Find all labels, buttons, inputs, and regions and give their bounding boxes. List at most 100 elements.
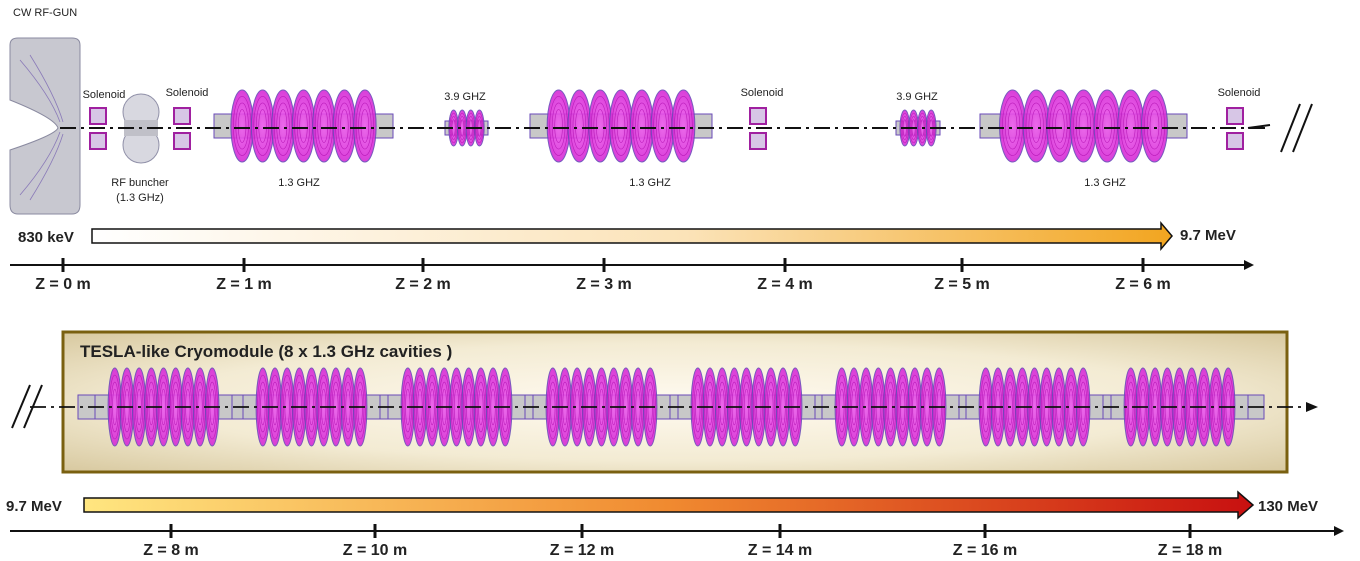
cavity-label-1: 1.3 GHZ xyxy=(278,177,320,189)
solenoid-1 xyxy=(89,107,107,150)
cav-top-1-cell xyxy=(312,89,336,163)
z-tick-label: Z = 1 m xyxy=(216,276,272,293)
cav-top-2-cell xyxy=(588,89,613,163)
energy-top-end: 9.7 MeV xyxy=(1180,227,1236,244)
cav-top-1-cell-line xyxy=(276,102,290,150)
cav-top-2-cell-line xyxy=(658,109,667,143)
cavity-1.3ghz-1 xyxy=(213,89,394,163)
cav-top-2-cell-line xyxy=(676,102,691,150)
z-tick-label: Z = 8 m xyxy=(143,542,199,559)
cav-top-3-cell xyxy=(999,89,1027,163)
cavity-label-2: 1.3 GHZ xyxy=(629,177,671,189)
cav-top-1-cell xyxy=(230,89,254,163)
z-axis-bottom-arrowhead xyxy=(1334,526,1344,536)
cav-top-2-cell-line xyxy=(655,102,670,150)
break-mark-top-2 xyxy=(1292,103,1313,153)
cav-top-1-cell xyxy=(332,89,357,163)
solenoid-label-3: Solenoid xyxy=(741,87,784,99)
cav-top-3-cell-line xyxy=(1055,109,1065,143)
cav-top-1-cell-line xyxy=(238,109,247,143)
cryo-cavity-3-cell-line xyxy=(452,381,461,433)
cav-top-3-cell-line xyxy=(1146,102,1163,150)
z-tick-label: Z = 16 m xyxy=(953,542,1017,559)
cryo-cavity-8-cell-line xyxy=(1151,381,1160,433)
z-axis-top-arrowhead xyxy=(1244,260,1254,270)
cryo-cavity-6-cell-line xyxy=(862,381,871,433)
cav-top-2-cell xyxy=(567,89,592,163)
cav-top-1-cell-line xyxy=(337,102,352,150)
cav-top-1-cell-line xyxy=(319,109,329,143)
cav-top-2-cell-line xyxy=(679,109,688,143)
cavity39-label-2: 3.9 GHZ xyxy=(896,91,938,103)
solenoid-3 xyxy=(749,107,767,150)
cav-top-2-cell-line xyxy=(674,96,693,156)
energy-arrow-top xyxy=(91,220,1173,252)
break-mark-top-1 xyxy=(1280,103,1301,153)
z-tick-label: Z = 2 m xyxy=(395,276,451,293)
cav-top-2-cell-line xyxy=(575,109,584,143)
z-ticks-bottom: Z = 8 m Z = 10 m Z = 12 m Z = 14 m Z = 16 m Z… xyxy=(143,524,1222,559)
solenoid-label-1: Solenoid xyxy=(83,89,126,101)
z-tick-label: Z = 4 m xyxy=(757,276,813,293)
cav39-2-cell-line xyxy=(919,116,926,140)
z-tick-label: Z = 6 m xyxy=(1115,276,1171,293)
cav-top-2-cell-line xyxy=(596,109,605,143)
break-mark-bottom-2 xyxy=(23,384,43,429)
cav-top-3-cell xyxy=(1069,89,1098,163)
cavity39-label-1: 3.9 GHZ xyxy=(444,91,486,103)
cav-top-2-cell-line xyxy=(572,102,587,150)
z-tick-label: Z = 18 m xyxy=(1158,542,1222,559)
cav-top-1-cell xyxy=(291,89,316,163)
cav-top-2-cell xyxy=(671,89,696,163)
z-ticks-top: Z = 0 m Z = 1 m Z = 2 m Z = 3 m Z = 4 m Z = 5… xyxy=(35,258,1171,293)
cryo-cavity-8-cell-line xyxy=(1152,388,1158,426)
cryo-cavity-6-cell xyxy=(858,367,874,447)
cav-top-1-cell-line xyxy=(255,102,270,150)
cav-top-3-cell xyxy=(1117,89,1145,163)
cav-top-3-cell xyxy=(1093,89,1121,163)
solenoid-label-2: Solenoid xyxy=(166,87,209,99)
cav-top-1-cell xyxy=(271,89,295,163)
cav-top-3-cell xyxy=(1140,89,1168,163)
cavity-label-3: 1.3 GHZ xyxy=(1084,177,1126,189)
cav-top-2-cell xyxy=(650,89,675,163)
cav-top-2-cell-line xyxy=(635,102,649,150)
energy-top-start: 830 keV xyxy=(18,229,74,246)
cav-top-1-cell xyxy=(250,89,275,163)
z-tick-label: Z = 5 m xyxy=(934,276,990,293)
cav-top-3-cell-line xyxy=(1123,102,1139,150)
cav-top-2-cell-line xyxy=(637,109,646,143)
cryo-cavity-1-cell-line xyxy=(135,381,144,433)
cryo-cavity-8-cell-line xyxy=(1176,388,1183,426)
cryo-cavity-1-cell-line xyxy=(136,388,142,426)
cav-top-1-cell-line xyxy=(296,102,311,150)
cryomodule-label: TESLA-like Cryomodule (8 x 1.3 GHz cavit… xyxy=(80,342,452,361)
energy-bottom-start: 9.7 MeV xyxy=(6,498,62,515)
cryo-cavity-4-cell-line xyxy=(597,381,606,433)
beam-axis-end xyxy=(1247,124,1271,129)
cryo-cavity-5-cell-line xyxy=(742,381,751,433)
cav-top-3-cell-line xyxy=(1075,102,1092,150)
cryo-cavity-2-cell-line xyxy=(307,381,316,433)
cav-top-1-cell-line xyxy=(235,102,249,150)
cryo-cavity-7-cell-line xyxy=(1006,381,1015,433)
energy-bottom-end: 130 MeV xyxy=(1258,498,1318,515)
cav-top-2-cell-line xyxy=(593,102,607,150)
cav-top-1-cell-line xyxy=(317,102,331,150)
z-tick-label: Z = 3 m xyxy=(576,276,632,293)
cav-top-3-cell-line xyxy=(1144,96,1165,156)
cav-top-1-cell-line xyxy=(355,96,374,156)
cav-top-2-cell xyxy=(546,89,571,163)
cav-top-3-cell xyxy=(1022,89,1050,163)
cav-top-1-cell-line xyxy=(358,102,372,150)
cav-top-1-cell-line xyxy=(299,109,308,143)
break-mark-bottom-1 xyxy=(11,384,31,429)
cav-top-1-cell-line xyxy=(258,109,267,143)
z-tick-label: Z = 0 m xyxy=(35,276,91,293)
cav-top-3-cell-line xyxy=(1007,109,1018,143)
beam-axis-bottom-arrowhead xyxy=(1306,402,1318,412)
rf-gun xyxy=(9,37,81,215)
solenoid-2 xyxy=(173,107,191,150)
solenoid-4 xyxy=(1226,107,1244,150)
